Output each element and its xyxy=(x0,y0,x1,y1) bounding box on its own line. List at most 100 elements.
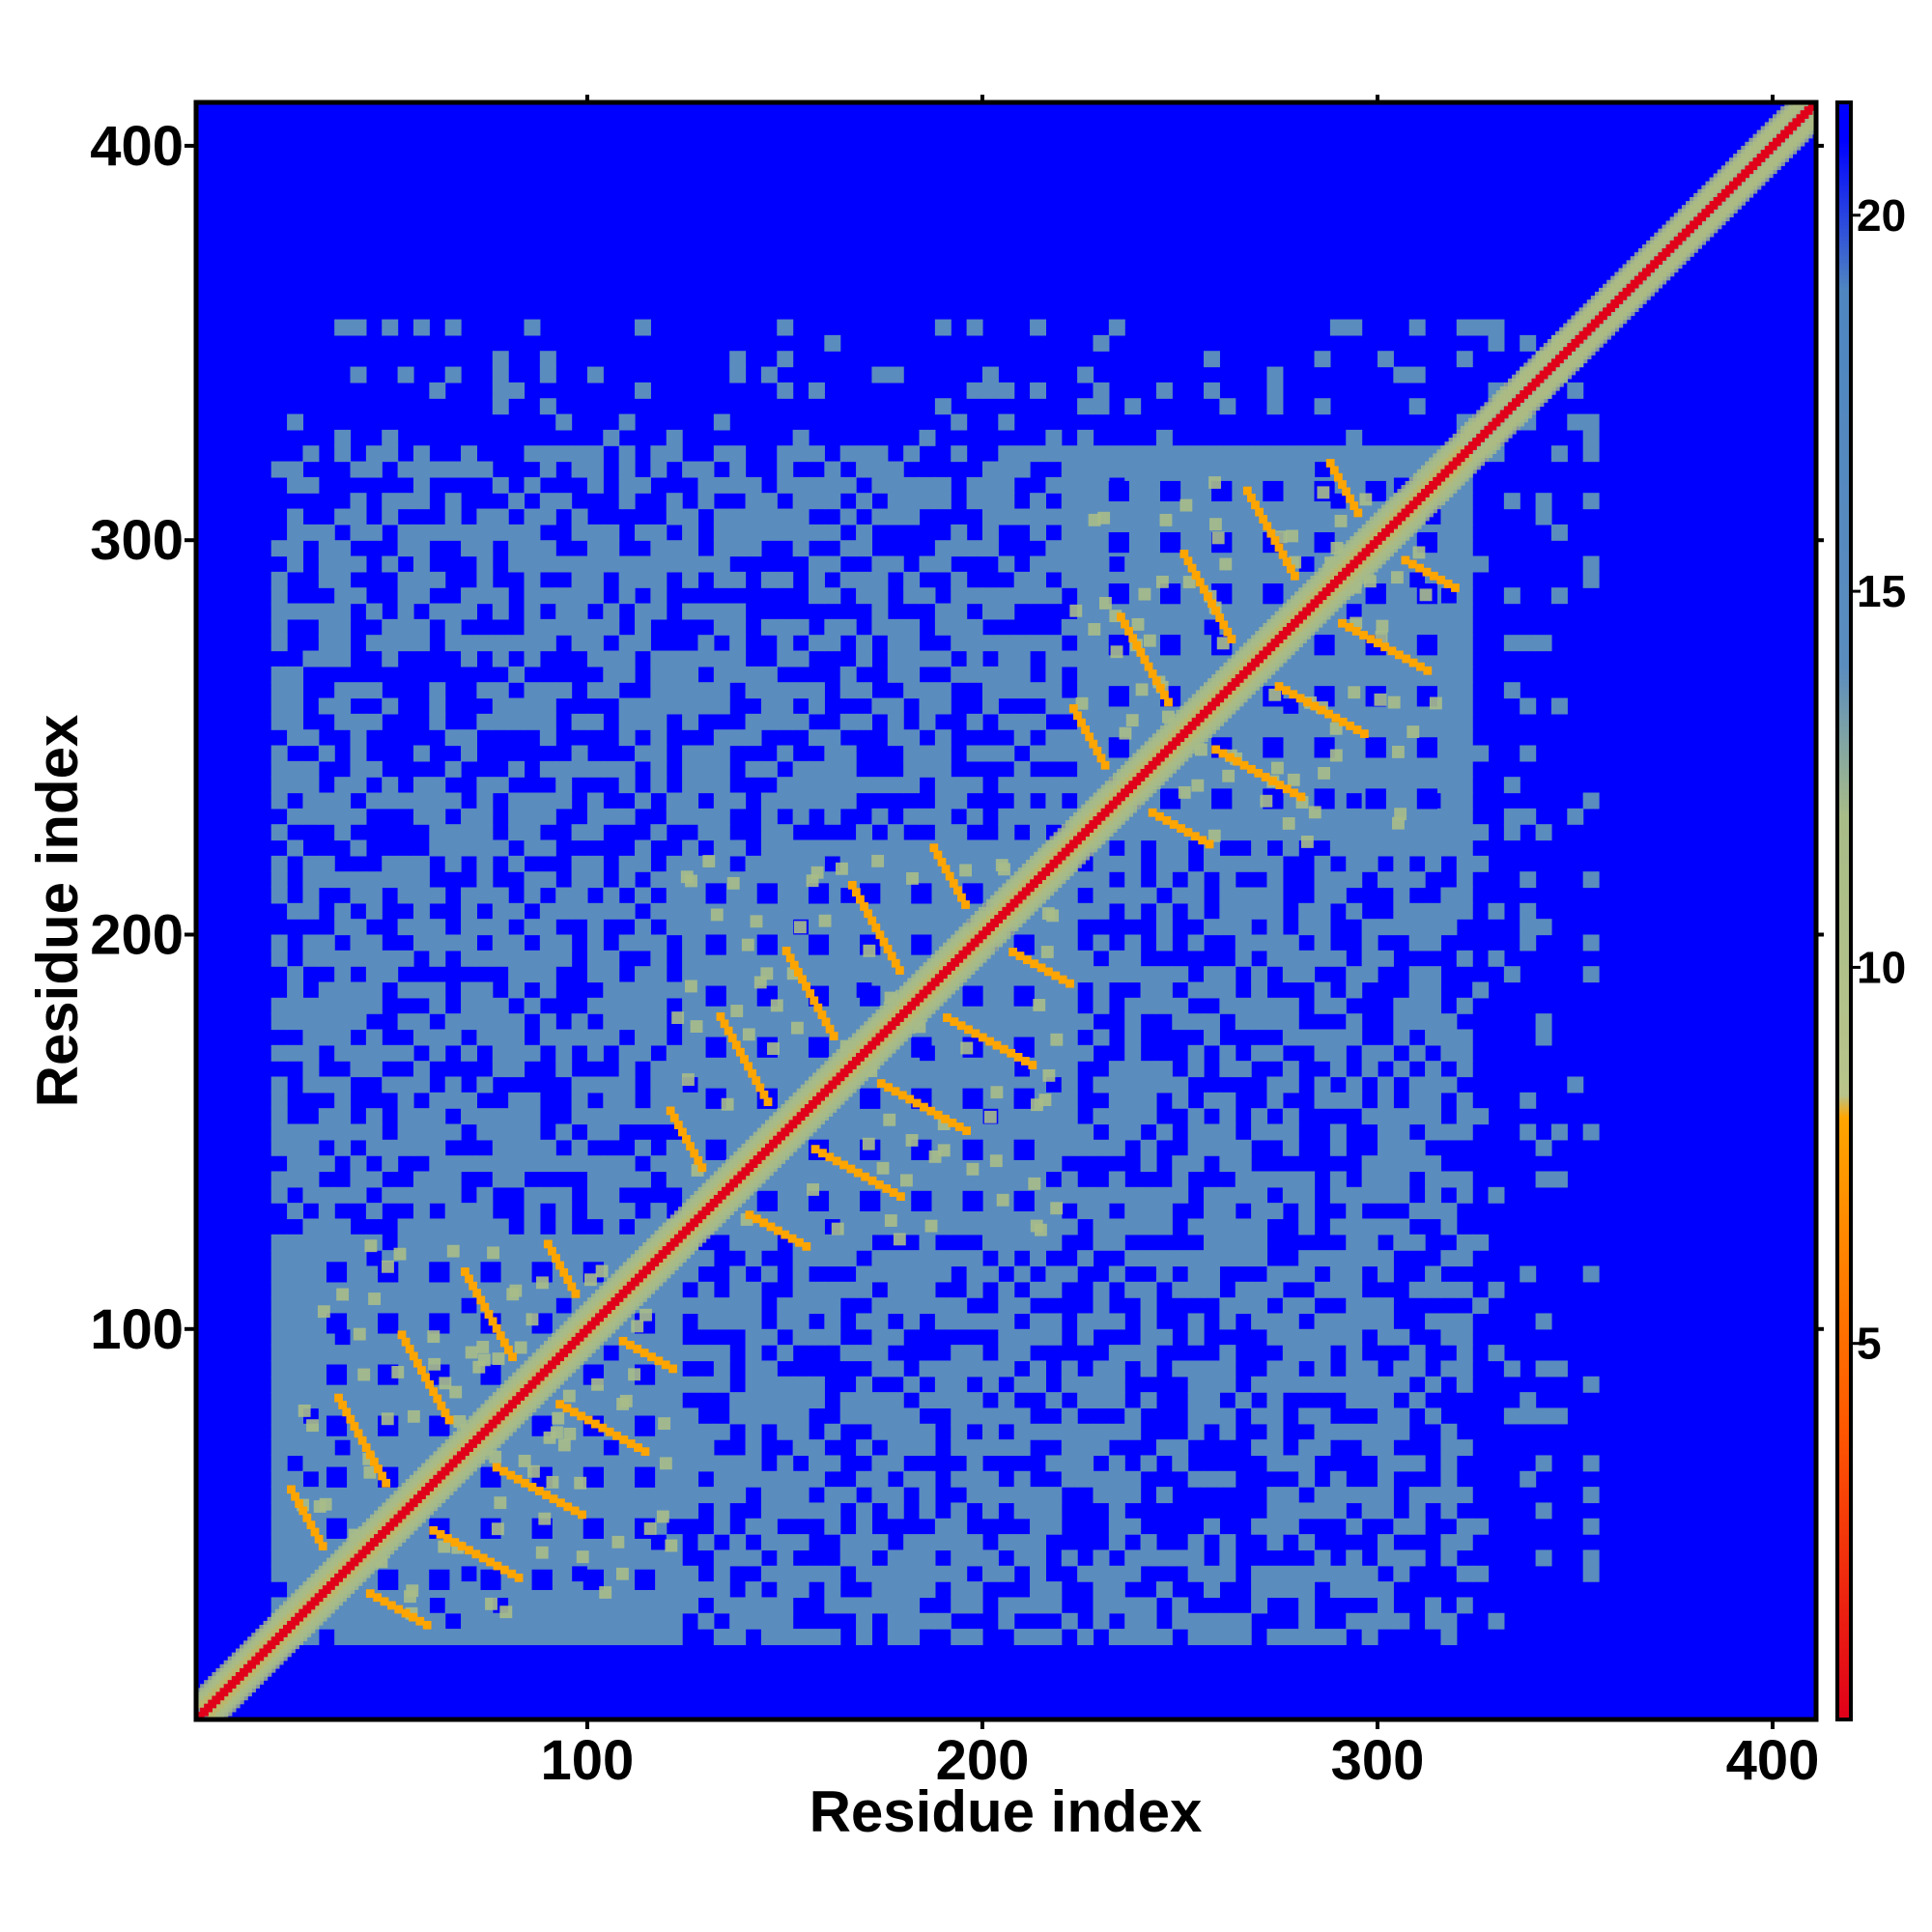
heatmap-cell-mid xyxy=(618,666,636,683)
heatmap-cell-mid xyxy=(603,682,620,699)
heatmap-cell-mid xyxy=(1377,1218,1394,1236)
heatmap-cell-mid xyxy=(397,1549,414,1567)
heatmap-cell-mid xyxy=(1093,1549,1110,1567)
heatmap-cell-mid xyxy=(382,966,399,983)
heatmap-cell-mid xyxy=(287,1123,304,1141)
heatmap-cell-near xyxy=(407,1409,420,1423)
heatmap-cell-mid xyxy=(856,1281,873,1298)
heatmap-cell-mid xyxy=(1393,1123,1410,1141)
heatmap-cell-mid xyxy=(966,1487,983,1504)
heatmap-cell-mid xyxy=(808,839,825,857)
heatmap-cell-mid xyxy=(966,1549,983,1567)
heatmap-cell-mid xyxy=(1187,524,1205,541)
heatmap-cell-mid xyxy=(1298,476,1316,494)
heatmap-cell-mid xyxy=(1204,382,1220,399)
heatmap-cell-mid xyxy=(618,461,636,478)
heatmap-cell-mid xyxy=(270,1281,288,1298)
heatmap-cell-mid xyxy=(903,839,921,857)
heatmap-cell-mid xyxy=(318,555,335,573)
heatmap-cell-mid xyxy=(1061,1218,1078,1236)
heatmap-cell-mid xyxy=(777,902,794,920)
heatmap-cell-mid xyxy=(1204,461,1220,478)
heatmap-cell-contact xyxy=(839,1160,848,1170)
heatmap-cell-mid xyxy=(1408,1076,1426,1094)
heatmap-cell-far-hole xyxy=(1160,788,1181,810)
heatmap-cell-mid xyxy=(966,1455,983,1472)
heatmap-cell-mid xyxy=(603,1629,620,1646)
heatmap-cell-mid xyxy=(1061,1265,1078,1283)
heatmap-cell-mid xyxy=(492,508,509,526)
heatmap-cell-mid xyxy=(1408,1345,1426,1362)
heatmap-cell-mid xyxy=(998,587,1015,605)
heatmap-cell-mid xyxy=(966,1581,983,1599)
heatmap-cell-mid xyxy=(745,1597,762,1614)
heatmap-cell-mid xyxy=(934,902,952,920)
heatmap-cell-mid xyxy=(1567,808,1584,825)
heatmap-cell-mid xyxy=(1045,1518,1063,1535)
heatmap-cell-mid xyxy=(682,792,699,810)
heatmap-cell-mid xyxy=(302,1549,320,1567)
heatmap-cell-mid xyxy=(760,1487,778,1504)
heatmap-cell-mid xyxy=(318,1439,335,1457)
heatmap-cell-mid xyxy=(951,1313,968,1330)
heatmap-cell-mid xyxy=(1440,1534,1458,1551)
heatmap-cell-mid xyxy=(1377,1186,1394,1204)
heatmap-cell-contact xyxy=(853,1168,863,1178)
heatmap-cell-mid xyxy=(1061,461,1078,478)
heatmap-cell-mid xyxy=(1377,445,1394,463)
heatmap-cell-mid xyxy=(1093,650,1110,668)
heatmap-cell-mid xyxy=(1061,1455,1078,1472)
heatmap-cell-mid xyxy=(1013,1423,1031,1440)
heatmap-cell-mid xyxy=(1061,1423,1078,1440)
heatmap-cell-contact xyxy=(318,1542,327,1551)
heatmap-cell-mid xyxy=(650,1076,668,1094)
heatmap-cell-mid xyxy=(270,1439,288,1457)
heatmap-cell-mid xyxy=(1093,1029,1110,1046)
heatmap-cell-mid xyxy=(365,713,383,730)
heatmap-cell-mid xyxy=(1346,1518,1363,1535)
heatmap-cell-mid xyxy=(1282,1345,1299,1362)
heatmap-cell-mid xyxy=(1061,1470,1078,1488)
heatmap-cell-mid xyxy=(603,760,620,778)
heatmap-cell-mid xyxy=(1077,1013,1094,1031)
heatmap-cell-mid xyxy=(777,855,794,872)
heatmap-cell-mid xyxy=(476,1502,494,1520)
heatmap-cell-mid xyxy=(539,445,556,463)
heatmap-cell-far-hole xyxy=(808,934,830,955)
heatmap-cell-mid xyxy=(1061,476,1078,494)
heatmap-cell-mid xyxy=(777,713,794,730)
heatmap-cell-mid xyxy=(1488,1612,1505,1630)
heatmap-cell-mid xyxy=(524,1597,541,1614)
heatmap-cell-mid xyxy=(1456,1345,1473,1362)
heatmap-cell-mid xyxy=(1030,745,1047,762)
heatmap-cell-mid xyxy=(444,1629,462,1646)
heatmap-cell-near xyxy=(1069,604,1083,617)
heatmap-cell-mid xyxy=(429,1029,446,1046)
heatmap-cell-mid xyxy=(1030,1518,1047,1535)
heatmap-cell-near xyxy=(690,1020,703,1034)
heatmap-cell-mid xyxy=(635,319,651,336)
heatmap-cell-mid xyxy=(334,1123,352,1141)
heatmap-cell-mid xyxy=(1282,1061,1299,1078)
heatmap-cell-mid xyxy=(555,1581,573,1599)
heatmap-cell-mid xyxy=(1093,1203,1110,1220)
heatmap-cell-mid xyxy=(618,571,636,588)
heatmap-cell-mid xyxy=(1393,871,1410,889)
heatmap-cell-mid xyxy=(1155,997,1173,1014)
heatmap-cell-mid xyxy=(270,1470,288,1488)
heatmap-cell-near xyxy=(770,999,783,1012)
heatmap-cell-mid xyxy=(461,934,478,952)
heatmap-cell-mid xyxy=(412,1439,430,1457)
heatmap-cell-mid xyxy=(539,729,556,747)
heatmap-cell-mid xyxy=(318,1155,335,1173)
heatmap-cell-mid xyxy=(777,697,794,715)
heatmap-cell-mid xyxy=(334,1029,352,1046)
heatmap-cell-mid xyxy=(1377,824,1394,841)
heatmap-cell-mid xyxy=(1298,729,1316,747)
heatmap-cell-mid xyxy=(365,603,383,620)
heatmap-cell-mid xyxy=(808,792,825,810)
heatmap-cell-mid xyxy=(524,1186,541,1204)
heatmap-cell-mid xyxy=(334,1186,352,1204)
heatmap-cell-mid xyxy=(934,1612,952,1630)
heatmap-cell-mid xyxy=(618,1502,636,1520)
